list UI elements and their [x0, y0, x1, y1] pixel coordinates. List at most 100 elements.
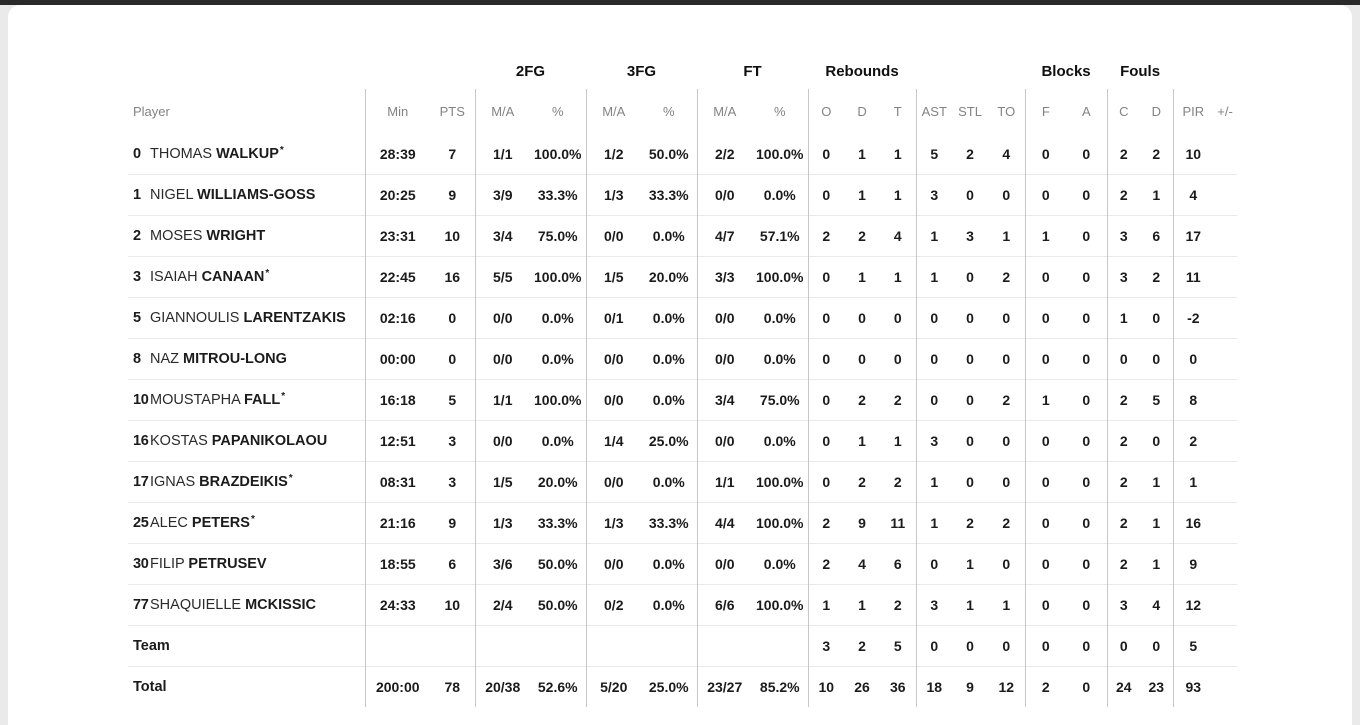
cell-reb-off: 0 [807, 174, 845, 216]
player-first-name: MOUSTAPHA [150, 392, 244, 408]
cell-pir: 12 [1172, 584, 1214, 626]
cell-2fg-pct: 33.3% [530, 174, 586, 216]
cell-2fg-pct: 0.0% [530, 297, 586, 339]
cell-blocks-against: 0 [1066, 174, 1108, 216]
cell-3fg-ma: 0/0 [585, 338, 641, 380]
col-header-player: Player [133, 104, 170, 119]
col-header-blocks-favor: F [1024, 89, 1067, 134]
player-row[interactable]: 10MOUSTAPHA FALL* 16:18 5 1/1 100.0% 0/0 0.0% 3… [128, 379, 1238, 421]
player-row[interactable]: 2 MOSES WRIGHT 23:31 10 3/4 75.0% 0/0 0.0% 4/7 57… [128, 215, 1238, 257]
cell-blocks-against: 0 [1066, 297, 1108, 339]
jersey-number: 5 [133, 310, 141, 326]
cell-pts: 3 [430, 420, 475, 462]
cell-fouls-committed: 2 [1106, 174, 1141, 216]
cell-reb-off: 2 [807, 502, 845, 544]
player-row[interactable]: 5 GIANNOULIS LARENTZAKIS 02:16 0 0/0 0.0% 0/1 0… [128, 297, 1238, 339]
col-header-2fg-pct: % [551, 104, 564, 119]
cell-reb-tot: 1 [880, 256, 917, 298]
player-name-cell: 2 MOSES WRIGHT [128, 215, 365, 257]
cell-blocks-against: 0 [1066, 461, 1108, 503]
cell-reb-tot: 6 [880, 543, 917, 585]
cell-turnovers: 0 [988, 543, 1026, 585]
cell-min: 22:45 [364, 256, 430, 298]
player-row[interactable]: 16KOSTAS PAPANIKOLAOU 12:51 3 0/0 0.0% 1/4 25.… [128, 420, 1238, 462]
cell-3fg-pct: 0.0% [641, 297, 697, 339]
cell-pts: 5 [430, 379, 475, 421]
cell-ft-pct: 0.0% [752, 338, 809, 380]
cell-fouls-drawn: 0 [1140, 338, 1174, 380]
player-first-name: ALEC [150, 515, 192, 531]
group-header-spacer [916, 50, 1025, 89]
cell-ft-pct: 100.0% [752, 502, 809, 544]
player-row[interactable]: 0 THOMAS WALKUP* 28:39 7 1/1 100.0% 1/2 50.0% 2/… [128, 134, 1237, 175]
jersey-number: 30 [133, 556, 149, 572]
cell-2fg-pct: 33.3% [530, 502, 586, 544]
cell-turnovers: 0 [988, 625, 1026, 667]
cell-fouls-drawn: 1 [1140, 502, 1174, 544]
cell-fouls-committed: 2 [1106, 379, 1141, 421]
cell-assists: 3 [915, 420, 953, 462]
col-header-assists: AST [915, 89, 953, 134]
cell-turnovers: 0 [988, 338, 1026, 380]
cell-3fg-ma: 0/0 [585, 461, 641, 503]
cell-reb-def: 0 [844, 338, 881, 380]
cell-reb-tot: 2 [880, 584, 917, 626]
player-first-name: THOMAS [150, 146, 217, 162]
player-row[interactable]: 1 NIGEL WILLIAMS-GOSS 20:25 9 3/9 33.3% 1/3 33.… [128, 174, 1238, 216]
cell-blocks-favor: 1 [1024, 215, 1067, 257]
player-row[interactable]: 25ALEC PETERS* 21:16 9 1/3 33.3% 1/3 33.3% 4/4 1… [128, 502, 1238, 544]
cell-ft-pct: 75.0% [752, 379, 809, 421]
player-name-cell: 25ALEC PETERS* [128, 502, 365, 544]
cell-ft-ma: 4/4 [696, 502, 752, 544]
cell-assists: 5 [915, 134, 953, 175]
cell-ft-pct: 0.0% [752, 174, 809, 216]
cell-3fg-ma: 0/2 [585, 584, 641, 626]
cell-pts: 3 [430, 461, 475, 503]
cell-fouls-drawn: 0 [1140, 625, 1174, 667]
stat-group-header-row: 2FG 3FG FT Rebounds Blocks Fouls [128, 50, 1237, 89]
cell-ft-ma: 23/27 [696, 666, 752, 707]
cell-blocks-against: 0 [1066, 256, 1108, 298]
player-row[interactable]: 8 NAZ MITROU-LONG 00:00 0 0/0 0.0% 0/0 0.0% 0/0 0… [128, 338, 1238, 380]
cell-fouls-committed: 1 [1106, 297, 1141, 339]
cell-3fg-pct: 33.3% [641, 174, 697, 216]
cell-2fg-pct: 100.0% [530, 379, 586, 421]
cell-2fg-ma: 3/4 [474, 215, 530, 257]
team-row: Team 3 2 5 0 0 0 0 0 0 0 5 [128, 625, 1238, 667]
player-row[interactable]: 77SHAQUIELLE MCKISSIC 24:33 10 2/4 50.0% 0/2 0… [128, 584, 1238, 626]
cell-reb-off: 1 [807, 584, 845, 626]
player-last-name: BRAZDEIKIS [199, 474, 288, 490]
cell-steals: 0 [952, 420, 989, 462]
cell-pir: 4 [1172, 174, 1214, 216]
cell-assists: 1 [915, 215, 953, 257]
player-row[interactable]: 30FILIP PETRUSEV 18:55 6 3/6 50.0% 0/0 0.0% 0/0… [128, 543, 1238, 585]
player-row[interactable]: 3 ISAIAH CANAAN* 22:45 16 5/5 100.0% 1/5 20.0% 3… [128, 256, 1238, 298]
cell-steals: 0 [952, 338, 989, 380]
player-row[interactable]: 17IGNAS BRAZDEIKIS* 08:31 3 1/5 20.0% 0/0 0.0%… [128, 461, 1238, 503]
col-header-pir: PIR [1172, 89, 1214, 134]
starter-asterisk: * [288, 473, 293, 484]
cell-plus-minus [1213, 502, 1238, 544]
cell-fouls-committed: 2 [1106, 461, 1141, 503]
cell-3fg-ma: 0/0 [585, 379, 641, 421]
cell-3fg-ma: 0/0 [585, 215, 641, 257]
cell-turnovers: 12 [988, 666, 1026, 707]
cell-2fg-ma: 0/0 [474, 338, 530, 380]
cell-reb-def: 26 [844, 666, 881, 707]
cell-ft-ma: 0/0 [696, 543, 752, 585]
col-header-ft-ma: M/A [696, 89, 752, 134]
cell-pir: -2 [1172, 297, 1214, 339]
player-last-name: PETRUSEV [188, 556, 267, 572]
cell-plus-minus [1213, 584, 1238, 626]
cell-steals: 9 [952, 666, 989, 707]
cell-pts: 9 [430, 174, 475, 216]
cell-ft-pct [752, 625, 809, 667]
jersey-number: 77 [133, 597, 149, 613]
cell-blocks-against: 0 [1082, 146, 1091, 162]
cell-plus-minus [1213, 297, 1238, 339]
cell-reb-off: 0 [807, 420, 845, 462]
col-header-3fg-ma: M/A [585, 89, 641, 134]
col-header-turnovers: TO [997, 104, 1016, 119]
cell-assists: 0 [915, 543, 953, 585]
player-last-name: WILLIAMS-GOSS [197, 187, 316, 203]
